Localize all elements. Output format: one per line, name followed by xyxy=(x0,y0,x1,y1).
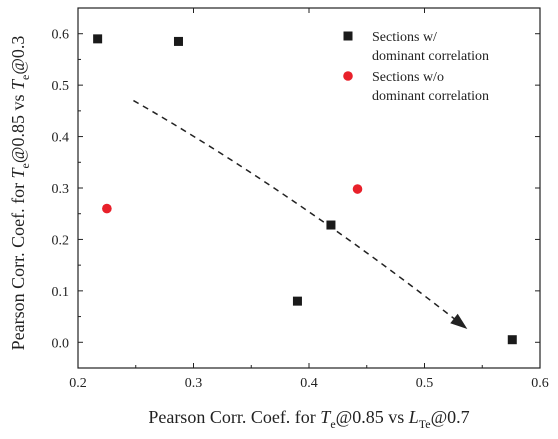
y-tick-label: 0.1 xyxy=(52,285,70,300)
legend-label: dominant correlation xyxy=(372,89,489,104)
data-point-circle xyxy=(352,184,363,194)
x-axis: 0.2 0.3 0.4 0.5 0.6 xyxy=(69,8,549,391)
x-tick-label: 0.2 xyxy=(69,376,87,391)
legend-label: Sections w/o xyxy=(372,70,444,85)
data-point-square xyxy=(93,34,103,44)
data-point-square xyxy=(326,220,336,230)
y-axis: 0.0 0.1 0.2 0.3 0.4 0.5 0.6 xyxy=(52,7,540,351)
y-tick-label: 0.4 xyxy=(52,131,70,146)
y-tick-label: 0.3 xyxy=(52,182,70,197)
data-points xyxy=(93,34,517,345)
x-tick-label: 0.4 xyxy=(300,376,318,391)
legend-label: dominant correlation xyxy=(372,49,489,64)
legend-marker-circle xyxy=(343,71,353,81)
y-tick-label: 0.0 xyxy=(52,336,70,351)
data-point-square xyxy=(173,36,183,46)
legend: Sections w/dominant correlation Sections … xyxy=(343,30,489,104)
legend-marker-square xyxy=(343,31,353,41)
legend-label: Sections w/ xyxy=(372,30,437,45)
trend-arrow xyxy=(133,99,468,330)
arrowhead xyxy=(450,313,468,330)
data-point-circle xyxy=(102,203,112,214)
x-tick-label: 0.5 xyxy=(416,376,434,391)
y-tick-label: 0.5 xyxy=(52,79,70,94)
x-tick-label: 0.6 xyxy=(531,376,549,391)
trend-dashed-curve xyxy=(133,99,464,326)
y-tick-label: 0.2 xyxy=(52,233,70,248)
y-tick-label: 0.6 xyxy=(52,28,70,43)
x-tick-label: 0.3 xyxy=(185,376,203,391)
data-point-square xyxy=(292,296,302,306)
data-point-square xyxy=(507,335,517,345)
y-axis-title: Pearson Corr. Coef. for Te@0.85 vs Te@0.… xyxy=(8,36,32,351)
x-axis-title: Pearson Corr. Coef. for Te@0.85 vs LTe@0… xyxy=(148,407,469,431)
